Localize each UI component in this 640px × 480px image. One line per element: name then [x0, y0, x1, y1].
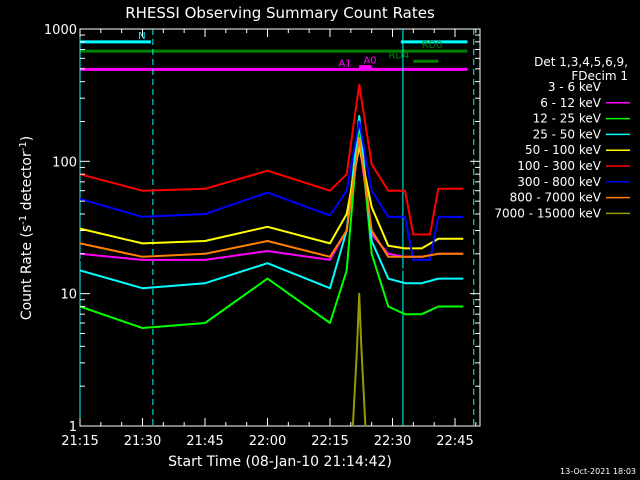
chart-title: RHESSI Observing Summary Count Rates: [125, 4, 435, 22]
x-axis-label: Start Time (08-Jan-10 21:14:42): [168, 454, 392, 470]
legend-label: 50 - 100 keV: [525, 143, 602, 157]
series-line: [79, 145, 464, 250]
x-tick-label: 21:30: [124, 434, 161, 449]
series-line: [79, 120, 464, 261]
y-tick-label: 10: [60, 288, 77, 303]
x-tick-label: 21:15: [61, 434, 98, 449]
legend-label: 800 - 7000 keV: [510, 191, 602, 205]
legend-label: 3 - 6 keV: [548, 80, 602, 94]
legend-label: 25 - 50 keV: [533, 127, 602, 141]
x-tick-label: 21:45: [186, 434, 223, 449]
x-axis-ticks: 21:15 21:30 21:45 22:00 22:15 22:30 22:45: [61, 29, 477, 449]
y-axis-label-main: Count Rate (s: [19, 225, 35, 320]
footer-date: 13-Oct-2021 18:03: [560, 467, 636, 476]
y-axis-ticks: 1 10 100 1000: [44, 23, 480, 435]
y-tick-label: 1: [69, 420, 77, 435]
legend: Det 1,3,4,5,6,9,FDecim 13 - 6 keV 6 - 12 …: [494, 55, 630, 220]
x-tick-label: 22:15: [311, 434, 348, 449]
vertical-markers: [79, 29, 475, 426]
plot-frame: [79, 28, 481, 427]
y-axis-label-sup2: -1: [18, 141, 29, 151]
flag-label: RD0: [422, 40, 443, 51]
legend-label: 300 - 800 keV: [517, 175, 601, 189]
legend-label: 7000 - 15000 keV: [494, 206, 601, 220]
flag-label: A0: [363, 56, 376, 67]
legend-label: 6 - 12 keV: [540, 96, 602, 110]
legend-label: 100 - 300 keV: [517, 159, 601, 173]
legend-header: FDecim 1: [571, 69, 628, 83]
x-tick-label: 22:45: [436, 434, 473, 449]
flag-label: RD4: [388, 50, 409, 61]
y-axis-label-close: ): [19, 136, 35, 141]
y-axis-label-mid: detector: [19, 151, 35, 215]
flag-label: N: [138, 31, 145, 42]
flag-label: A1: [338, 58, 351, 69]
series-line: [351, 292, 367, 427]
y-axis-label-sup1: -1: [18, 215, 29, 225]
legend-header: Det 1,3,4,5,6,9,: [534, 55, 628, 69]
x-tick-label: 22:00: [249, 434, 286, 449]
y-tick-label: 100: [52, 155, 77, 170]
series-layer: [79, 83, 464, 427]
series-line: [79, 83, 464, 236]
x-tick-label: 22:30: [374, 434, 411, 449]
y-axis-label: Count Rate (s-1 detector-1): [18, 136, 35, 320]
series-line: [79, 137, 464, 258]
series-line: [79, 115, 464, 290]
flags-layer: N RD0 RD4 A0 A1: [80, 31, 468, 71]
legend-label: 12 - 25 keV: [533, 112, 602, 126]
y-tick-label: 1000: [44, 23, 77, 38]
